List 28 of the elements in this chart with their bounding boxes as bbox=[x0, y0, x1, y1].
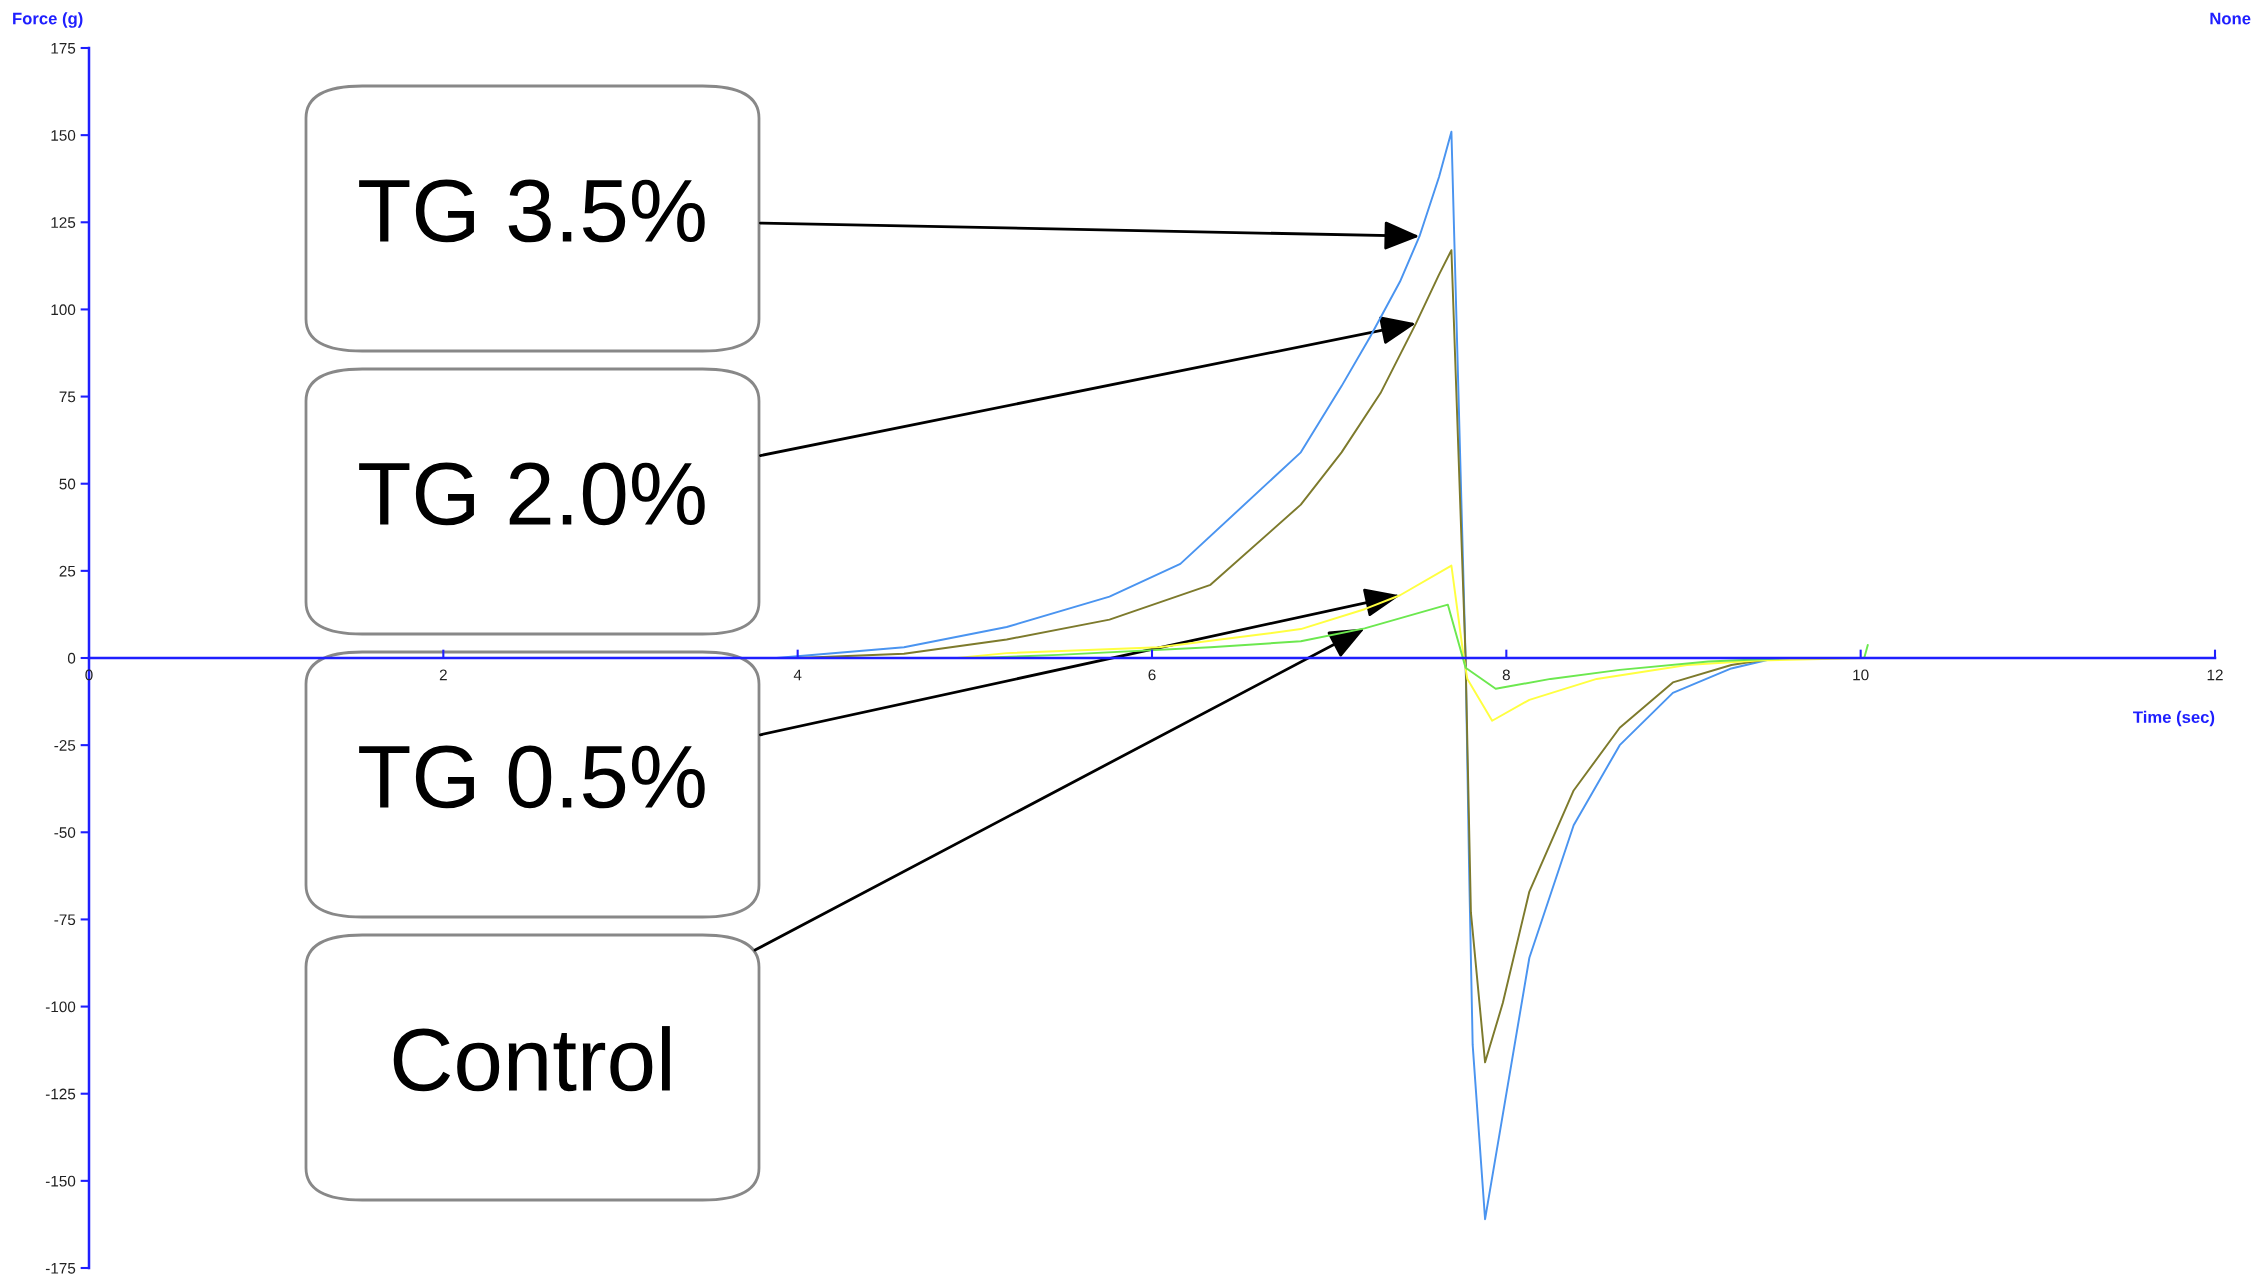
y-tick-label: -25 bbox=[54, 740, 76, 751]
x-tick-label: 6 bbox=[1148, 669, 1156, 681]
y-tick-label: -50 bbox=[54, 827, 76, 838]
x-axis-title: Time (sec) bbox=[2133, 710, 2215, 727]
annotation: TG 0.5% bbox=[359, 745, 705, 809]
annotation: TG 2.0% bbox=[359, 462, 705, 526]
y-tick-label: 25 bbox=[59, 565, 76, 577]
y-tick-label: 150 bbox=[51, 130, 76, 141]
x-tick-label: 8 bbox=[1502, 669, 1510, 681]
y-tick-label: -150 bbox=[45, 1175, 76, 1187]
y-tick-label: 50 bbox=[59, 478, 76, 490]
y-tick-label: 0 bbox=[67, 652, 76, 664]
y-tick-label: -100 bbox=[45, 1001, 76, 1013]
y-tick-label: 125 bbox=[51, 217, 76, 228]
y-tick-label: 175 bbox=[51, 43, 76, 54]
y-axis-title: Force (g) bbox=[13, 12, 83, 28]
y-tick-label: -75 bbox=[54, 914, 76, 926]
text: None bbox=[2210, 12, 2251, 25]
annotation: Control bbox=[393, 1026, 670, 1092]
y-tick-label: 75 bbox=[59, 391, 76, 403]
x-tick-label: 12 bbox=[2207, 669, 2223, 681]
y-tick-label: -125 bbox=[45, 1088, 76, 1100]
annotation: TG 3.5% bbox=[359, 179, 705, 243]
x-tick-label: 2 bbox=[439, 669, 447, 681]
y-tick-label: -175 bbox=[45, 1263, 76, 1274]
x-tick-label: 10 bbox=[1853, 669, 1869, 681]
y-tick-label: 100 bbox=[51, 304, 76, 316]
x-tick-label: 4 bbox=[793, 669, 802, 681]
